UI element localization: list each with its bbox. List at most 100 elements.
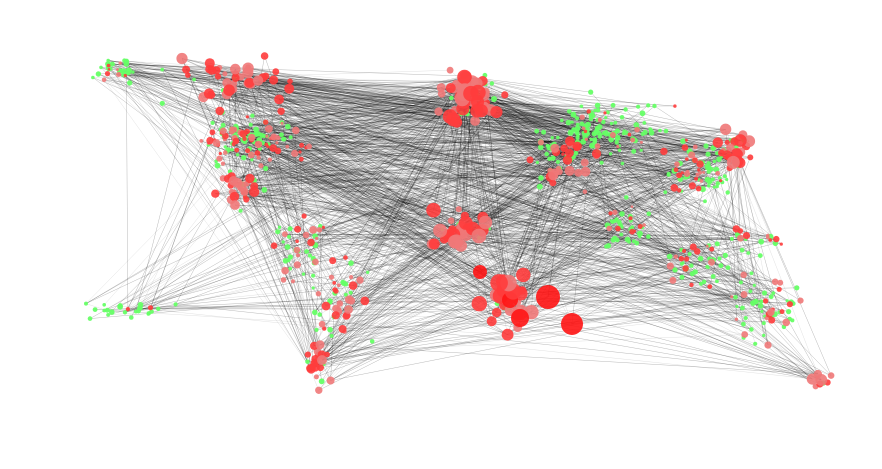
network-edge [283,138,509,284]
network-node-green [757,303,764,309]
network-edge [232,149,682,192]
network-edge [127,305,327,310]
network-edge [234,78,518,315]
network-node-red [304,351,311,358]
network-node-red [827,372,835,379]
network-edge [456,241,776,283]
network-edge [330,155,730,381]
network-edge [231,131,731,149]
network-node-green [277,225,282,229]
network-edge [330,316,335,381]
network-edge [330,224,645,381]
network-edge [547,146,822,381]
network-edge [596,153,609,246]
network-edge [235,125,709,172]
network-node-red [724,139,730,145]
network-edge [257,80,486,223]
network-edge [490,109,542,179]
network-edge [313,206,633,347]
network-edge [311,242,766,302]
network-edge [283,129,726,281]
network-node-red [561,313,583,335]
network-node-red [695,185,702,192]
network-edge [463,102,484,218]
network-edge [185,69,486,223]
network-edge [479,206,632,273]
network-edge [278,99,514,292]
network-edge [250,84,304,275]
network-edge [287,146,483,231]
network-edge [517,155,597,328]
network-edge [456,122,752,330]
network-edge [587,129,763,312]
network-node-green [715,184,719,189]
network-edge [689,150,714,277]
network-edge [249,82,474,91]
network-edge [216,70,589,112]
network-edge [482,173,669,231]
network-edge [104,271,481,311]
network-node-green [210,120,215,125]
network-edge [503,172,556,290]
network-edge [584,162,738,307]
network-node-green [753,341,758,346]
network-node-red [234,147,240,153]
network-edge [350,159,568,278]
network-node-green [538,175,544,181]
network-node-green [595,107,601,113]
network-edge [250,113,574,125]
network-edge [342,311,762,330]
network-node-green [639,148,643,152]
network-node-green [588,89,594,95]
network-edge [482,230,744,325]
network-node-green [261,187,268,193]
network-edge [249,82,741,232]
network-edge [126,63,480,237]
network-edge [477,227,633,232]
network-node-red [280,121,284,125]
network-edge [473,91,729,268]
network-node-green [253,126,259,133]
network-edge [249,81,472,83]
network-node-green [614,217,619,222]
network-edge [597,145,721,181]
network-edge [235,141,509,284]
network-edge [234,137,455,242]
network-edge [311,141,584,370]
network-edge [454,241,682,265]
network-node-red [349,275,354,280]
network-node-green [282,258,289,264]
network-edge [181,58,311,369]
network-node-green [760,309,764,313]
network-edge [552,147,731,184]
network-edge [319,229,762,302]
network-edge [241,167,708,187]
network-edge [128,70,606,114]
network-edge [320,225,818,375]
network-node-green [573,150,579,156]
network-edge [124,93,472,313]
network-edge [103,79,508,298]
network-edge [316,137,618,378]
network-node-red [742,232,751,240]
network-edge [226,82,524,276]
network-edge [123,70,586,127]
network-node-green [312,309,318,316]
network-edge [162,103,780,313]
network-node-red [707,284,713,289]
network-edge [496,312,787,323]
network-edge [460,154,692,234]
network-edge [477,101,626,110]
network-edge [240,132,508,286]
network-edge [467,121,604,229]
network-edge [449,116,524,276]
network-edge [100,67,466,224]
network-edge [227,139,244,151]
network-node-green [743,316,748,320]
network-edge [272,137,776,244]
network-node-red [215,106,225,116]
network-node-red [730,295,734,299]
network-edge [227,149,434,211]
network-node-red [526,156,534,164]
network-node-red [705,244,709,248]
